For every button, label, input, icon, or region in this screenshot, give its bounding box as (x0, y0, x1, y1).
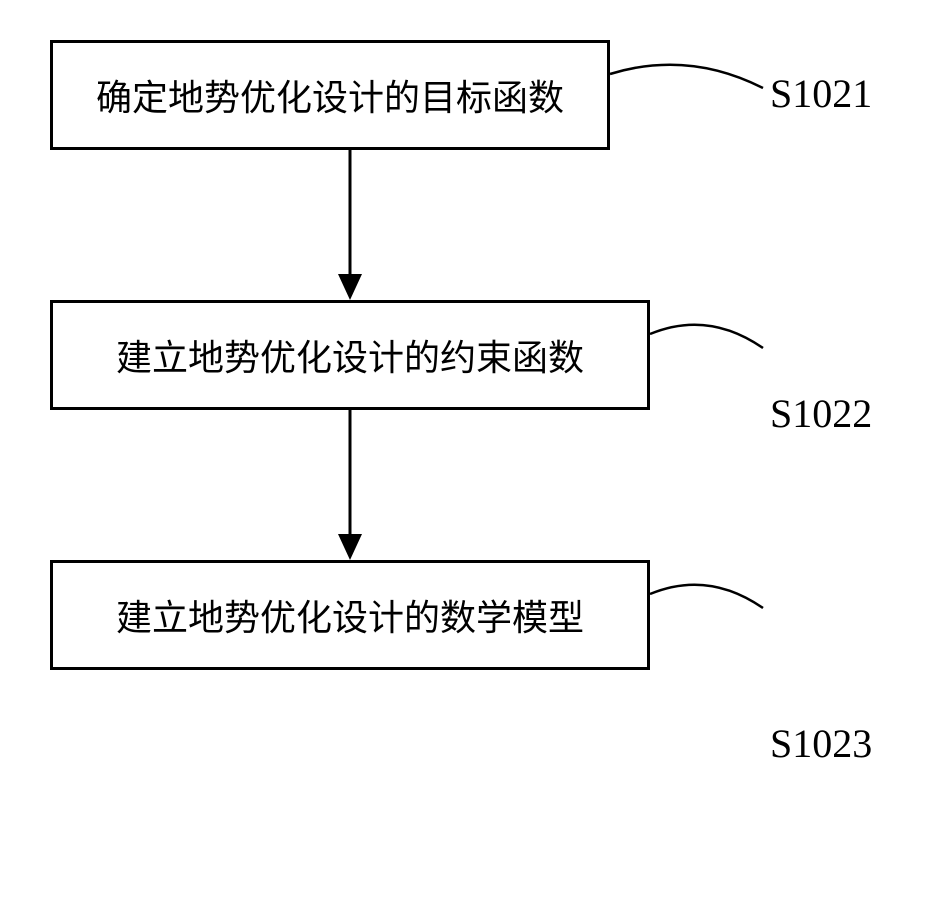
arrow-2 (330, 410, 370, 560)
step-text-2: 建立地势优化设计的约束函数 (116, 329, 584, 381)
step-box-2: 建立地势优化设计的约束函数 (50, 300, 650, 410)
arrow-container-2 (50, 410, 650, 560)
connector-curve-3 (648, 580, 768, 620)
arrow-container-1 (50, 150, 650, 300)
step-label-2: S1022 (770, 390, 872, 437)
step-label-1: S1021 (770, 70, 872, 117)
step-text-1: 确定地势优化设计的目标函数 (96, 69, 564, 121)
step-box-3: 建立地势优化设计的数学模型 (50, 560, 650, 670)
connector-curve-2 (648, 320, 768, 360)
arrow-1 (330, 150, 370, 300)
step-label-3: S1023 (770, 720, 872, 767)
step-box-1: 确定地势优化设计的目标函数 (50, 40, 610, 150)
step-text-3: 建立地势优化设计的数学模型 (116, 589, 584, 641)
flowchart-container: 确定地势优化设计的目标函数 建立地势优化设计的约束函数 建立地势优化设计的数学模… (50, 40, 890, 670)
connector-curve-1 (608, 60, 768, 100)
